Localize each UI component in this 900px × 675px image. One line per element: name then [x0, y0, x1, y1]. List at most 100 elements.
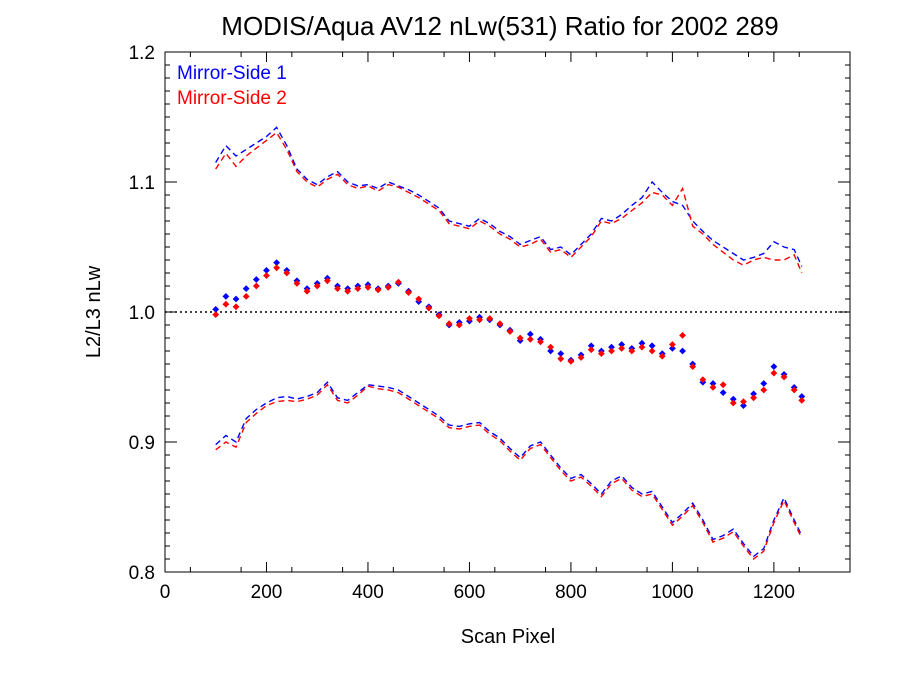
- ratio-point-mirror-side-1: [770, 363, 778, 370]
- ratio-point-mirror-side-2: [354, 285, 362, 292]
- ratio-point-mirror-side-2: [222, 300, 230, 308]
- ratio-point-mirror-side-2: [395, 278, 402, 286]
- ratio-point-mirror-side-2: [334, 285, 341, 292]
- ratio-point-mirror-side-2: [750, 394, 757, 402]
- ratio-point-mirror-side-2: [445, 320, 453, 328]
- ratio-point-mirror-side-1: [798, 393, 806, 400]
- ratio-point-mirror-side-2: [740, 398, 747, 406]
- ratio-point-mirror-side-1: [669, 345, 676, 352]
- ratio-point-mirror-side-2: [506, 328, 514, 335]
- ratio-point-mirror-side-2: [760, 386, 768, 394]
- ratio-point-mirror-side-2: [344, 287, 352, 295]
- ratio-point-mirror-side-2: [496, 320, 504, 328]
- ratio-point-mirror-side-2: [790, 386, 798, 394]
- ratio-point-mirror-side-1: [232, 295, 240, 303]
- ratio-point-mirror-side-1: [557, 350, 565, 357]
- ratio-point-mirror-side-2: [729, 399, 737, 407]
- ratio-point-mirror-side-2: [273, 264, 281, 272]
- ratio-point-mirror-side-2: [669, 341, 676, 348]
- ratio-point-mirror-side-1: [212, 306, 220, 313]
- ratio-point-mirror-side-2: [466, 315, 473, 322]
- ratio-point-mirror-side-2: [628, 347, 636, 355]
- ratio-point-mirror-side-1: [526, 330, 534, 338]
- ratio-point-mirror-side-1: [719, 389, 727, 396]
- ratio-points-layer: [212, 259, 806, 409]
- ratio-point-mirror-side-2: [374, 286, 382, 294]
- ratio-point-mirror-side-2: [242, 293, 250, 300]
- ratio-point-mirror-side-2: [577, 354, 585, 361]
- ratio-point-mirror-side-1: [547, 347, 555, 355]
- upper-bound-line-mirror-side-1: [215, 126, 803, 267]
- ratio-point-mirror-side-2: [364, 283, 372, 291]
- ratio-point-mirror-side-2: [547, 343, 555, 351]
- ratio-point-mirror-side-1: [729, 395, 737, 403]
- ratio-point-mirror-side-1: [242, 285, 250, 292]
- lower-bound-line-mirror-side-2: [215, 383, 803, 560]
- ratio-point-mirror-side-2: [526, 335, 534, 343]
- ratio-point-mirror-side-2: [232, 303, 240, 311]
- ratio-point-mirror-side-1: [648, 342, 656, 350]
- upper-bound-line-mirror-side-2: [215, 131, 803, 274]
- ratio-point-mirror-side-2: [608, 347, 615, 355]
- ratio-point-mirror-side-2: [689, 363, 697, 370]
- ratio-point-mirror-side-2: [212, 311, 220, 318]
- y-tick-label: 0.9: [129, 433, 155, 454]
- ratio-point-mirror-side-2: [648, 347, 656, 355]
- ratio-point-mirror-side-1: [587, 342, 595, 350]
- ratio-point-mirror-side-2: [658, 352, 666, 360]
- x-axis-label: Scan Pixel: [461, 626, 556, 648]
- x-tick-label: 1000: [651, 582, 693, 603]
- ratio-point-mirror-side-2: [679, 332, 686, 339]
- ratio-point-mirror-side-2: [303, 287, 311, 295]
- x-tick-label: 400: [352, 582, 384, 603]
- ratio-point-mirror-side-1: [618, 341, 626, 348]
- ratio-point-mirror-side-1: [263, 267, 270, 274]
- ratio-point-mirror-side-2: [435, 312, 443, 320]
- ratio-point-mirror-side-2: [476, 316, 483, 324]
- ratio-point-mirror-side-1: [273, 259, 281, 266]
- y-tick-label: 0.8: [129, 563, 155, 584]
- ratio-point-mirror-side-2: [293, 280, 301, 287]
- x-tick-label: 600: [454, 582, 486, 603]
- x-tick-label: 0: [160, 582, 171, 603]
- ratio-point-mirror-side-2: [516, 334, 524, 342]
- ratio-point-mirror-side-2: [537, 338, 544, 346]
- ratio-point-mirror-side-2: [486, 315, 494, 322]
- ratio-point-mirror-side-1: [740, 402, 747, 409]
- ratio-point-mirror-side-2: [252, 282, 260, 290]
- ratio-point-mirror-side-2: [313, 282, 321, 290]
- y-tick-label: 1.2: [129, 43, 155, 64]
- ratio-point-mirror-side-1: [252, 276, 260, 283]
- ratio-point-mirror-side-1: [222, 293, 230, 300]
- ratio-point-mirror-side-2: [597, 350, 605, 357]
- y-axis-label: L2/L3 nLw: [83, 265, 105, 358]
- ratio-point-mirror-side-2: [567, 358, 575, 365]
- legend-mirror-side-2: Mirror-Side 2: [177, 88, 287, 109]
- ratio-point-mirror-side-2: [455, 321, 463, 329]
- ratio-point-mirror-side-2: [699, 376, 707, 383]
- ratio-point-mirror-side-1: [750, 390, 757, 398]
- ratio-point-mirror-side-1: [679, 347, 686, 355]
- chart-title: MODIS/Aqua AV12 nLw(531) Ratio for 2002 …: [221, 11, 778, 41]
- ratio-point-mirror-side-2: [587, 346, 595, 354]
- ratio-point-mirror-side-1: [709, 380, 717, 387]
- ratio-point-mirror-side-2: [557, 355, 565, 363]
- x-tick-label: 1200: [753, 582, 795, 603]
- ratio-point-mirror-side-2: [780, 373, 788, 381]
- ratio-point-mirror-side-2: [384, 283, 392, 291]
- y-tick-label: 1.0: [129, 303, 155, 324]
- axis-ticks: 0 200 400 600 800 1000 1200 0.8 0.9 1.0 1.1 1.2: [129, 43, 850, 603]
- ratio-point-mirror-side-2: [323, 277, 331, 285]
- ratio-point-mirror-side-2: [798, 397, 806, 404]
- ratio-point-mirror-side-2: [719, 381, 727, 389]
- plot-frame: [164, 51, 851, 573]
- ratio-point-mirror-side-2: [425, 304, 433, 312]
- ratio-point-mirror-side-2: [283, 269, 291, 277]
- ratio-point-mirror-side-2: [415, 295, 423, 303]
- bound-lines-layer: [215, 126, 803, 560]
- ratio-point-mirror-side-2: [405, 289, 412, 296]
- ratio-point-mirror-side-1: [608, 343, 615, 351]
- ratio-point-mirror-side-2: [770, 369, 778, 377]
- ratio-point-mirror-side-1: [760, 380, 768, 387]
- y-tick-label: 1.1: [129, 173, 155, 194]
